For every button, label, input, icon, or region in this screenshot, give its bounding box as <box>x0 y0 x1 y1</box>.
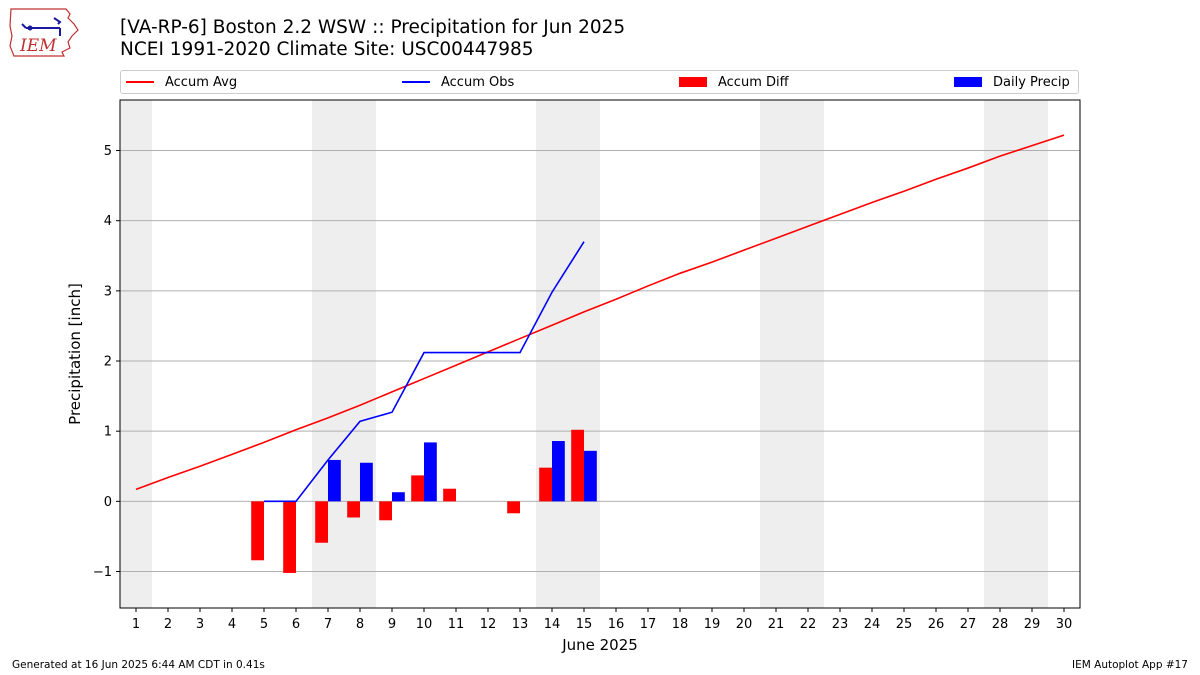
footer-app: IEM Autoplot App #17 <box>1072 659 1188 671</box>
accum-avg-line <box>135 134 1065 491</box>
weekend-shade <box>120 100 152 608</box>
y-tick-label: −1 <box>93 565 112 580</box>
y-tick-label: 3 <box>104 284 112 299</box>
x-tick-label: 8 <box>356 617 364 632</box>
x-tick-label: 7 <box>324 617 332 632</box>
y-tick-label: 2 <box>104 355 112 370</box>
line-series <box>135 134 1065 503</box>
accum-diff-bar <box>379 501 392 521</box>
legend: Accum Avg Accum Obs Accum Diff Daily Pre… <box>120 70 1079 94</box>
accum-diff-bar <box>571 429 584 502</box>
daily-precip-bar <box>584 450 597 502</box>
x-tick-label: 4 <box>228 617 236 632</box>
daily-precip-bar <box>392 492 405 502</box>
accum-diff-bar <box>251 501 264 561</box>
footer-generated: Generated at 16 Jun 2025 6:44 AM CDT in … <box>12 659 265 671</box>
accum-diff-bar <box>283 501 296 573</box>
y-tick-label: 5 <box>104 144 112 159</box>
legend-swatch-accum-obs <box>402 81 430 83</box>
x-tick-label: 16 <box>608 617 625 632</box>
legend-swatch-daily-precip <box>954 77 982 87</box>
x-tick-label: 22 <box>800 617 817 632</box>
bar-series <box>251 429 597 573</box>
legend-item-accum-avg: Accum Avg <box>126 71 237 93</box>
x-tick-label: 5 <box>260 617 268 632</box>
legend-label-accum-diff: Accum Diff <box>718 74 789 90</box>
x-tick-label: 6 <box>292 617 300 632</box>
y-tick-label: 0 <box>104 495 112 510</box>
x-tick-label: 29 <box>1024 617 1041 632</box>
legend-item-daily-precip: Daily Precip <box>954 71 1070 93</box>
legend-item-accum-obs: Accum Obs <box>402 71 514 93</box>
weekend-shading <box>120 100 1048 608</box>
x-tick-label: 2 <box>164 617 172 632</box>
x-tick-label: 13 <box>512 617 529 632</box>
station-dot-icon <box>27 25 33 31</box>
accum-diff-bar <box>507 501 520 514</box>
x-tick-label: 21 <box>768 617 785 632</box>
x-tick-label: 23 <box>832 617 849 632</box>
x-tick-label: 9 <box>388 617 396 632</box>
x-tick-label: 11 <box>448 617 465 632</box>
x-axis-ticks: 1 2 3 4 5 6 7 8 9 10 11 12 13 14 15 16 17 18 19 20 21 22 23 24 2… <box>132 608 1072 632</box>
logo-text: IEM <box>19 36 57 56</box>
x-tick-label: 3 <box>196 617 204 632</box>
chart-subtitle: NCEI 1991-2020 Climate Site: USC00447985 <box>120 39 534 60</box>
plot-frame <box>119 99 1081 609</box>
legend-swatch-accum-diff <box>679 77 707 87</box>
x-tick-label: 15 <box>576 617 593 632</box>
accum-obs-line <box>264 241 585 503</box>
weekend-shade <box>536 100 600 608</box>
x-tick-label: 17 <box>640 617 657 632</box>
x-axis-label: June 2025 <box>561 636 638 654</box>
x-tick-label: 28 <box>992 617 1009 632</box>
x-tick-label: 18 <box>672 617 689 632</box>
x-tick-label: 30 <box>1056 617 1073 632</box>
daily-precip-bar <box>424 442 437 502</box>
y-axis-label: Precipitation [inch] <box>66 283 84 425</box>
weather-station-icon <box>21 17 62 36</box>
iem-logo: IEM <box>9 8 79 57</box>
x-tick-label: 19 <box>704 617 721 632</box>
x-tick-label: 20 <box>736 617 753 632</box>
weekend-shade <box>760 100 824 608</box>
y-tick-label: 4 <box>104 214 112 229</box>
x-tick-label: 12 <box>480 617 497 632</box>
grid-lines <box>120 150 1080 573</box>
iowa-state-outline-icon <box>9 8 79 57</box>
legend-swatch-accum-avg <box>126 81 154 83</box>
x-tick-label: 10 <box>416 617 433 632</box>
x-tick-label: 27 <box>960 617 977 632</box>
weekend-shade <box>984 100 1048 608</box>
accum-diff-bar <box>315 501 328 543</box>
daily-precip-bar <box>360 462 373 502</box>
x-tick-label: 26 <box>928 617 945 632</box>
accum-diff-bar <box>539 467 552 502</box>
x-tick-label: 25 <box>896 617 913 632</box>
x-tick-label: 14 <box>544 617 561 632</box>
legend-item-accum-diff: Accum Diff <box>679 71 789 93</box>
x-tick-label: 24 <box>864 617 881 632</box>
x-tick-label: 1 <box>132 617 140 632</box>
legend-label-daily-precip: Daily Precip <box>993 74 1070 90</box>
daily-precip-bar <box>328 459 341 502</box>
accum-diff-bar <box>411 475 424 502</box>
chart-title: [VA-RP-6] Boston 2.2 WSW :: Precipitatio… <box>120 17 626 38</box>
accum-diff-bar <box>443 488 456 502</box>
daily-precip-bar <box>552 441 565 502</box>
y-tick-label: 1 <box>104 425 112 440</box>
legend-label-accum-obs: Accum Obs <box>441 74 515 90</box>
accum-diff-bar <box>347 501 360 518</box>
legend-label-accum-avg: Accum Avg <box>165 74 238 90</box>
y-axis-ticks: −1 0 1 2 3 4 5 <box>93 144 120 580</box>
